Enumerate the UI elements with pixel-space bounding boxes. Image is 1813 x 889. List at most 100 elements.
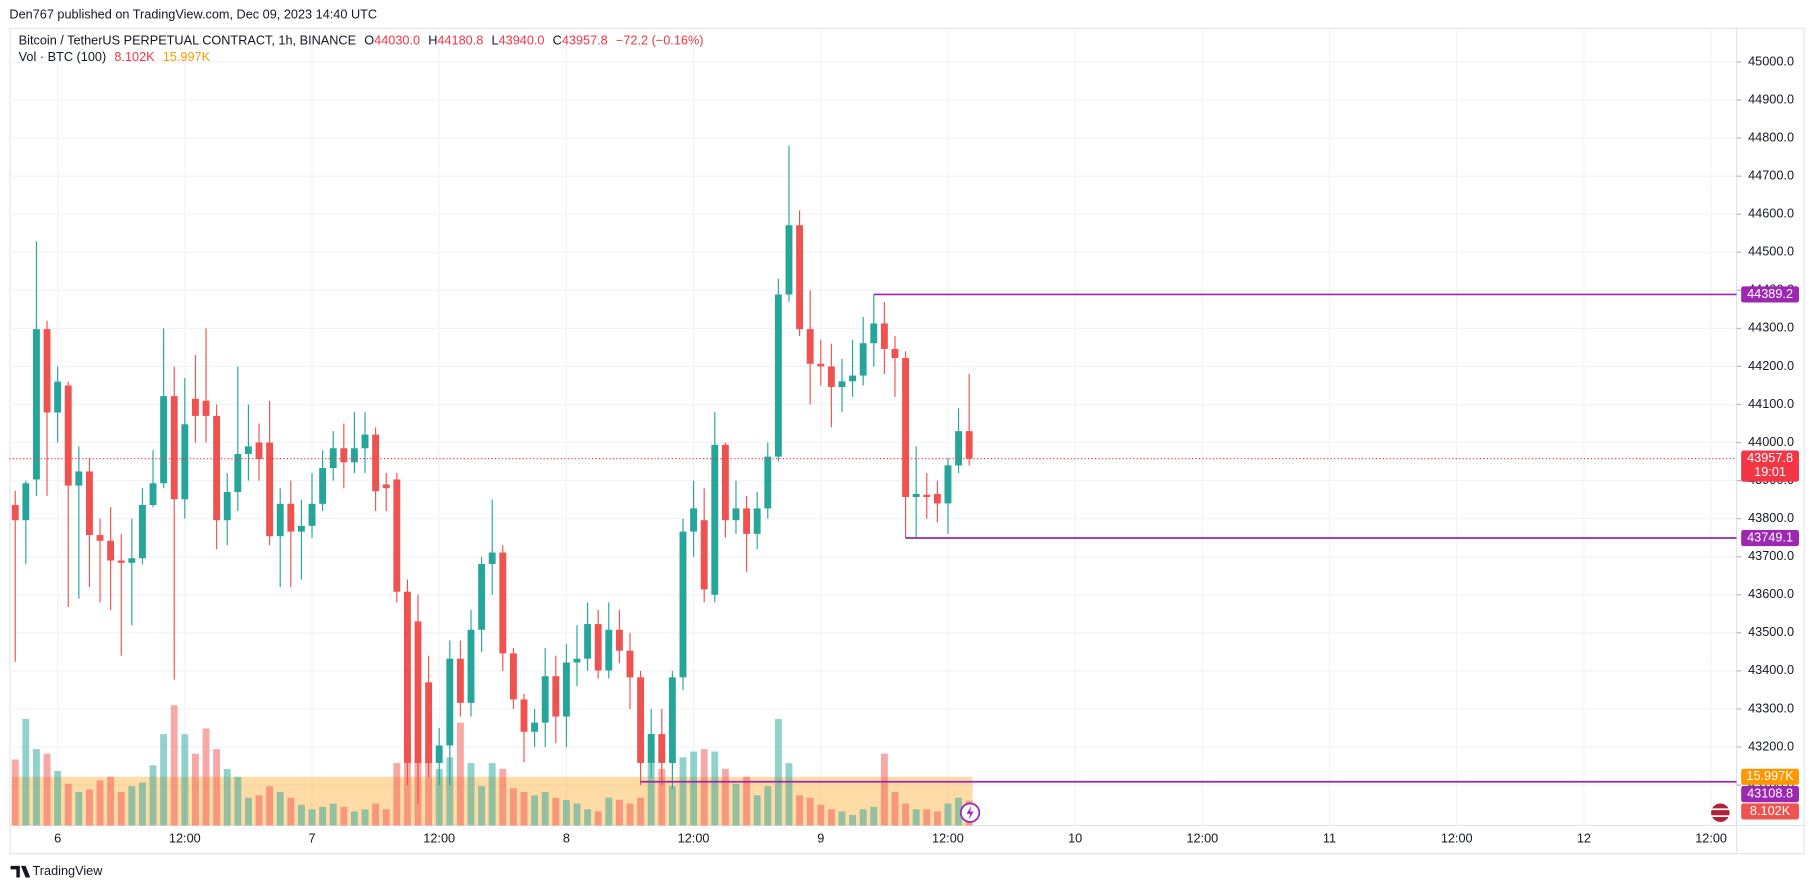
- volume-bar: [700, 749, 708, 826]
- volume-bar: [85, 789, 93, 826]
- volume-bar: [372, 803, 380, 826]
- volume-bar: [202, 728, 210, 826]
- ohlc-value: 44030.0: [374, 33, 420, 48]
- volume-bar: [54, 770, 62, 826]
- candle-body: [785, 225, 793, 295]
- y-tick-label: 43400.0: [1748, 662, 1794, 677]
- candle-body: [181, 424, 189, 500]
- volume-label: 8.102K: [1750, 803, 1791, 818]
- publish-info: Den767 published on TradingView.com, Dec…: [9, 6, 377, 21]
- volume-bar: [806, 797, 814, 826]
- volume-bar: [488, 763, 496, 826]
- candle-body: [711, 444, 719, 595]
- volume-bar: [350, 811, 358, 826]
- candle-body: [478, 563, 486, 630]
- candle-body: [796, 225, 804, 330]
- candle-body: [838, 381, 846, 387]
- y-tick-label: 43600.0: [1748, 586, 1794, 601]
- candle-body: [138, 504, 146, 559]
- candle-body: [605, 629, 613, 671]
- candle-body: [234, 453, 242, 493]
- volume-bar: [276, 791, 284, 826]
- volume-legend: Vol · BTC (100) 8.102K 15.997K: [19, 49, 211, 64]
- x-tick-label: 12:00: [169, 831, 201, 846]
- volume-bar: [562, 799, 570, 826]
- y-tick-label: 44100.0: [1748, 396, 1794, 411]
- volume-bar: [658, 768, 666, 826]
- candle-body: [22, 483, 30, 521]
- volume-bar: [446, 757, 454, 826]
- volume-bar: [955, 797, 963, 826]
- candle-body: [393, 479, 401, 592]
- candle-body: [531, 722, 539, 732]
- candle-body: [64, 385, 72, 486]
- candle-body: [584, 624, 592, 659]
- volume-bar: [637, 797, 645, 826]
- volume-bar: [234, 776, 242, 826]
- x-tick-label: 11: [1323, 831, 1336, 846]
- flag-icon[interactable]: [1711, 803, 1730, 822]
- volume-bar: [743, 776, 751, 826]
- candle-body: [128, 558, 136, 563]
- volume-name: Vol · BTC (100): [19, 49, 107, 64]
- candle-body: [902, 358, 910, 497]
- volume-bar: [785, 763, 793, 826]
- candle-body: [637, 677, 645, 763]
- candle-body: [849, 375, 857, 382]
- volume-bar: [117, 791, 125, 826]
- candles: [11, 145, 973, 805]
- level-label: 43108.8: [1747, 785, 1793, 800]
- volume-bar: [456, 722, 464, 826]
- candle-body: [923, 494, 931, 497]
- candle-body: [255, 442, 263, 459]
- grid: 43100.043200.043300.043400.043500.043600…: [9, 27, 1794, 846]
- volume-bar: [615, 799, 623, 826]
- candle-body: [764, 456, 772, 509]
- x-tick-label: 8: [563, 831, 570, 846]
- volume-bar: [859, 809, 867, 826]
- volume-bar: [149, 765, 157, 826]
- candle-body: [732, 508, 740, 521]
- volume-bar: [75, 791, 83, 826]
- volume-bar: [902, 803, 910, 826]
- volume-bar: [244, 797, 252, 826]
- y-tick-label: 44000.0: [1748, 434, 1794, 449]
- ohlc-key: H: [428, 33, 437, 48]
- volume-bar: [870, 806, 878, 826]
- volume-bar: [594, 811, 602, 826]
- logo[interactable]: [10, 865, 31, 878]
- x-tick-label: 6: [54, 831, 61, 846]
- volume-bar: [944, 803, 952, 826]
- volume-bar: [647, 763, 655, 826]
- y-tick-label: 44200.0: [1748, 358, 1794, 373]
- symbol: Bitcoin / TetherUS PERPETUAL CONTRACT, 1…: [19, 33, 356, 48]
- candle-body: [213, 415, 221, 521]
- y-tick-label: 44300.0: [1748, 320, 1794, 335]
- candle-body: [944, 465, 952, 504]
- candle-body: [509, 653, 517, 700]
- candle-body: [149, 483, 157, 505]
- y-tick-label: 43700.0: [1748, 548, 1794, 563]
- volume-bar: [817, 804, 825, 826]
- candle-body: [827, 366, 835, 387]
- y-tick-label: 44700.0: [1748, 168, 1794, 183]
- volume-bar: [11, 759, 19, 826]
- candle-body: [817, 363, 825, 367]
- volume-bar: [732, 783, 740, 826]
- brand[interactable]: TradingView: [33, 863, 104, 878]
- candle-body: [287, 503, 295, 532]
- ohlc-key: L: [491, 33, 498, 48]
- x-tick-label: 7: [308, 831, 315, 846]
- volume-bar: [32, 749, 40, 826]
- candle-body: [573, 658, 581, 663]
- candle-body: [626, 650, 634, 678]
- volume-bar: [22, 719, 30, 826]
- volume-bar: [520, 791, 528, 826]
- volume-bar: [573, 803, 581, 826]
- candle-body: [414, 621, 422, 763]
- volume-ma: 15.997K: [163, 49, 211, 64]
- volume-bar: [764, 786, 772, 826]
- candle-body: [456, 658, 464, 703]
- candle-body: [117, 560, 125, 563]
